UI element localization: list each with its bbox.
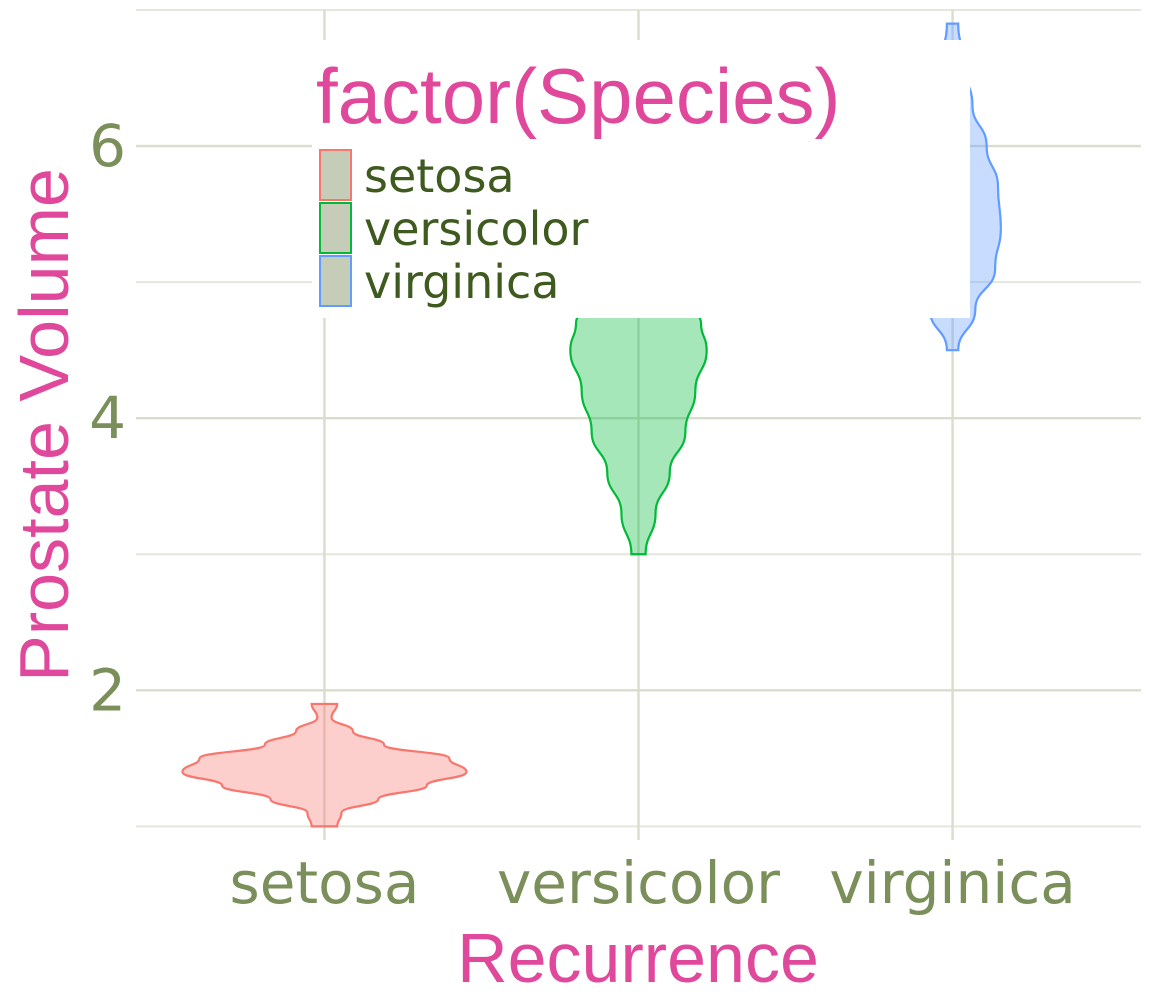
legend: factor(Species) setosaversicolorvirginic… [312, 40, 970, 318]
y-axis-title: Prostate Volume [5, 168, 83, 682]
violin-setosa [181, 702, 468, 828]
y-tick-labels: 2 4 6 [89, 112, 126, 724]
legend-label: versicolor [364, 202, 589, 256]
legend-background [312, 40, 970, 318]
x-tick-labels: setosa versicolor virginica [229, 849, 1075, 917]
x-tick-label: setosa [229, 849, 419, 917]
y-tick-label: 6 [89, 112, 126, 180]
grid-lines [136, 9, 1141, 840]
legend-key-versicolor [319, 202, 352, 254]
x-tick-label: versicolor [497, 849, 780, 917]
legend-key-setosa [319, 149, 352, 201]
legend-label: virginica [364, 255, 560, 309]
legend-title: factor(Species) [316, 52, 841, 140]
legend-label: setosa [364, 149, 515, 203]
y-tick-label: 4 [89, 384, 126, 452]
x-tick-label: virginica [829, 849, 1076, 917]
y-tick-label: 2 [89, 656, 126, 724]
legend-key-virginica [319, 255, 352, 307]
x-axis-title: Recurrence [457, 919, 819, 997]
